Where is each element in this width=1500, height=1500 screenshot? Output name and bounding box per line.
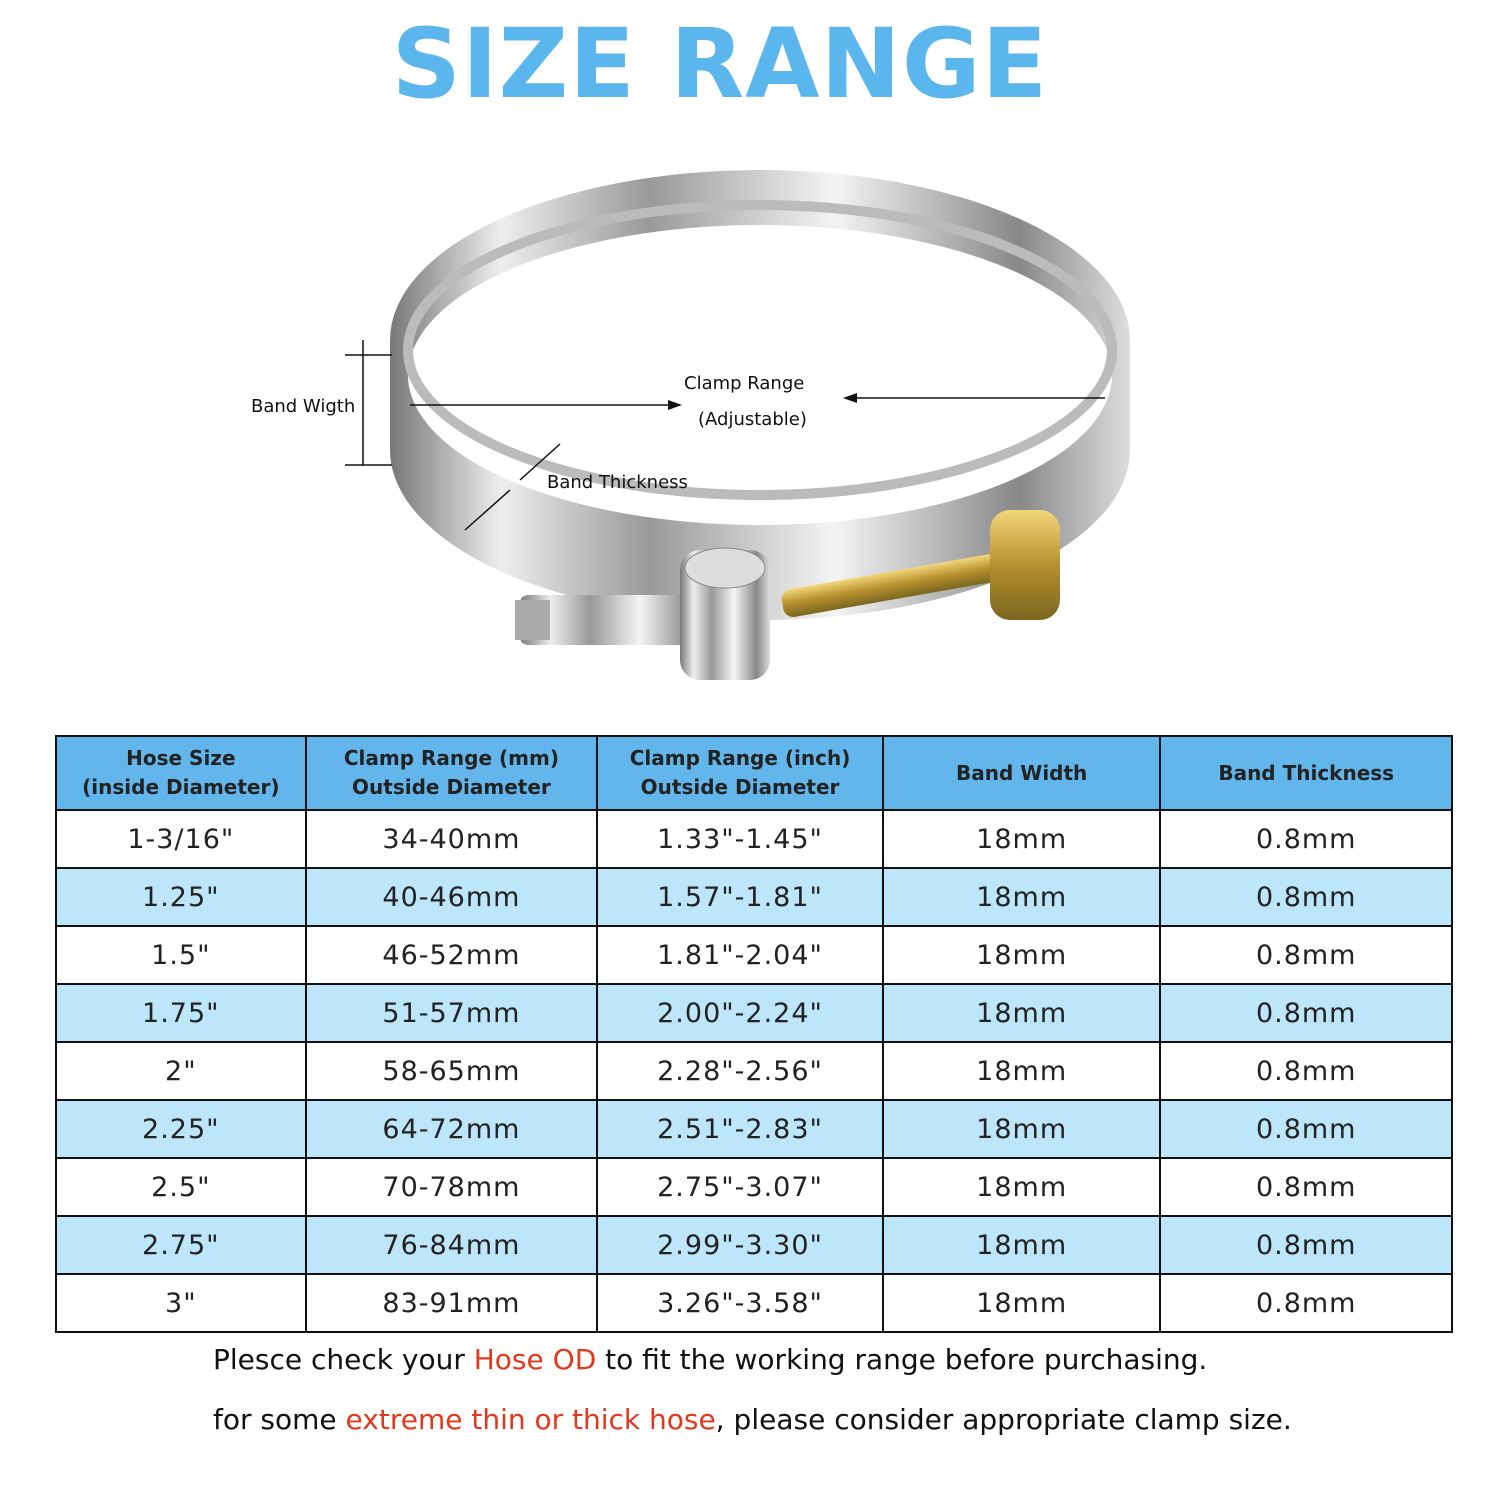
table-cell: 0.8mm [1159, 983, 1453, 1043]
column-header: Band Thickness [1159, 735, 1453, 811]
table-cell: 1-3/16" [55, 809, 307, 869]
note-line-2: for some extreme thin or thick hose, ple… [213, 1403, 1292, 1436]
header-text: Band Thickness [1218, 760, 1395, 785]
table-cell: 51-57mm [304, 983, 599, 1043]
table-cell: 18mm [881, 1099, 1162, 1159]
page-title: SIZE RANGE [391, 8, 1049, 120]
hose-clamp-image [345, 170, 1130, 680]
table-cell: 46-52mm [304, 925, 599, 985]
table-cell: 2.99"-3.30" [596, 1215, 884, 1275]
table-cell: 1.81"-2.04" [596, 925, 884, 985]
table-cell: 3" [55, 1273, 307, 1333]
header-text: Outside Diameter [640, 775, 840, 799]
note-text: Plesce check your [213, 1343, 474, 1376]
table-cell: 18mm [881, 867, 1162, 927]
table-cell: 2.51"-2.83" [596, 1099, 884, 1159]
table-cell: 2.75"-3.07" [596, 1157, 884, 1217]
table-cell: 0.8mm [1159, 867, 1453, 927]
clamp-range-label: Clamp Range [684, 373, 805, 394]
header-text: (inside Diameter) [82, 775, 280, 799]
table-cell: 1.33"-1.45" [596, 809, 884, 869]
table-row: 1.25" 40-46mm 1.57"-1.81" 18mm 0.8mm [55, 867, 1453, 927]
table-row: 2.25" 64-72mm 2.51"-2.83" 18mm 0.8mm [55, 1099, 1453, 1159]
table-cell: 34-40mm [304, 809, 599, 869]
table-cell: 18mm [881, 809, 1162, 869]
table-row: 2" 58-65mm 2.28"-2.56" 18mm 0.8mm [55, 1041, 1453, 1101]
header-text: Band Width [956, 760, 1088, 785]
table-cell: 64-72mm [304, 1099, 599, 1159]
table-cell: 0.8mm [1159, 1157, 1453, 1217]
table-cell: 0.8mm [1159, 1215, 1453, 1275]
table-cell: 1.25" [55, 867, 307, 927]
table-cell: 83-91mm [304, 1273, 599, 1333]
table-cell: 0.8mm [1159, 1041, 1453, 1101]
table-cell: 2.75" [55, 1215, 307, 1275]
column-header: Clamp Range (inch) Outside Diameter [596, 735, 884, 811]
header-text: Outside Diameter [352, 775, 551, 799]
header-text: Clamp Range (inch) [629, 746, 851, 770]
table-cell: 40-46mm [304, 867, 599, 927]
band-width-label: Band Wigth [251, 396, 356, 417]
table-cell: 18mm [881, 1157, 1162, 1217]
table-cell: 0.8mm [1159, 925, 1453, 985]
bolt [781, 549, 1030, 617]
note-line-1: Plesce check your Hose OD to fit the wor… [213, 1343, 1207, 1376]
table-cell: 0.8mm [1159, 1099, 1453, 1159]
note-text: for some [213, 1403, 346, 1436]
table-cell: 2.25" [55, 1099, 307, 1159]
table-row: 1.75" 51-57mm 2.00"-2.24" 18mm 0.8mm [55, 983, 1453, 1043]
table-row: 2.75" 76-84mm 2.99"-3.30" 18mm 0.8mm [55, 1215, 1453, 1275]
table-cell: 2" [55, 1041, 307, 1101]
table-row: 1.5" 46-52mm 1.81"-2.04" 18mm 0.8mm [55, 925, 1453, 985]
table-cell: 18mm [881, 1273, 1162, 1333]
column-header: Clamp Range (mm) Outside Diameter [304, 735, 599, 811]
table-row: 3" 83-91mm 3.26"-3.58" 18mm 0.8mm [55, 1273, 1453, 1333]
table-cell: 1.5" [55, 925, 307, 985]
note-text: to fit the working range before purchasi… [596, 1343, 1208, 1376]
table-cell: 2.28"-2.56" [596, 1041, 884, 1101]
note-text: , please consider appropriate clamp size… [715, 1403, 1292, 1436]
table-cell: 18mm [881, 1215, 1162, 1275]
table-cell: 18mm [881, 925, 1162, 985]
table-cell: 1.75" [55, 983, 307, 1043]
table-cell: 18mm [881, 1041, 1162, 1101]
table-cell: 0.8mm [1159, 809, 1453, 869]
table-cell: 3.26"-3.58" [596, 1273, 884, 1333]
note-highlight: extreme thin or thick hose [345, 1403, 716, 1436]
size-table: Hose Size (inside Diameter) Clamp Range (m… [55, 735, 1453, 1333]
table-cell: 1.57"-1.81" [596, 867, 884, 927]
table-cell: 76-84mm [304, 1215, 599, 1275]
adjustable-label: (Adjustable) [698, 409, 807, 430]
header-text: Clamp Range (mm) [343, 746, 559, 770]
header-text: Hose Size [126, 746, 236, 770]
band-thickness-label: Band Thickness [547, 472, 688, 493]
table-cell: 58-65mm [304, 1041, 599, 1101]
column-header: Band Width [881, 735, 1162, 811]
table-cell: 18mm [881, 983, 1162, 1043]
table-row: 2.5" 70-78mm 2.75"-3.07" 18mm 0.8mm [55, 1157, 1453, 1217]
note-highlight: Hose OD [473, 1343, 597, 1376]
table-row: 1-3/16" 34-40mm 1.33"-1.45" 18mm 0.8mm [55, 809, 1453, 869]
table-cell: 2.00"-2.24" [596, 983, 884, 1043]
table-cell: 2.5" [55, 1157, 307, 1217]
table-cell: 70-78mm [304, 1157, 599, 1217]
column-header: Hose Size (inside Diameter) [55, 735, 307, 811]
table-cell: 0.8mm [1159, 1273, 1453, 1333]
